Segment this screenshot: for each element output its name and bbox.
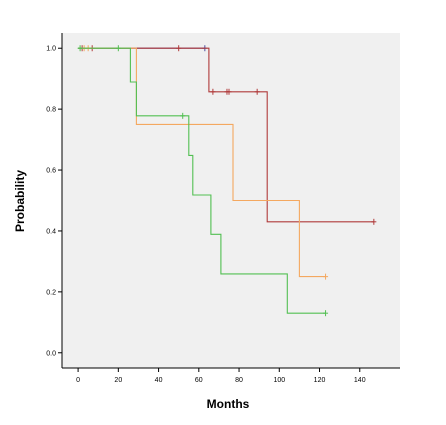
- censor-mark: [323, 273, 329, 280]
- censor-mark: [254, 88, 260, 95]
- censor-mark: [115, 45, 121, 52]
- x-tick-label: 0: [76, 377, 80, 384]
- x-tick-label: 100: [273, 377, 285, 384]
- y-tick-label: 0.0: [46, 350, 56, 357]
- y-tick-label: 0.4: [46, 228, 56, 235]
- censor-mark: [371, 218, 377, 225]
- x-tick-label: 80: [235, 377, 243, 384]
- x-tick-label: 20: [114, 377, 122, 384]
- survival-curves: [77, 45, 377, 317]
- plot-area: [62, 33, 400, 368]
- x-axis-ticks: 0 20 40 60 80 100 120 140: [76, 368, 366, 384]
- y-tick-label: 0.2: [46, 289, 56, 296]
- y-axis-title: Probability: [13, 170, 27, 232]
- x-tick-label: 120: [314, 377, 326, 384]
- x-tick-label: 40: [155, 377, 163, 384]
- censor-mark: [176, 45, 182, 52]
- series-line: [78, 47, 326, 314]
- y-axis-ticks: 0.0 0.2 0.4 0.6 0.8 1.0: [46, 46, 62, 357]
- x-tick-label: 140: [354, 377, 366, 384]
- x-axis-title: Months: [207, 397, 250, 411]
- censor-mark: [226, 88, 232, 95]
- x-tick-label: 60: [195, 377, 203, 384]
- series-line: [78, 47, 326, 278]
- series-4: [77, 45, 329, 317]
- censor-mark: [210, 88, 216, 95]
- censor-mark: [180, 112, 186, 119]
- series-line: [78, 47, 374, 223]
- y-tick-label: 0.8: [46, 107, 56, 114]
- y-tick-label: 0.6: [46, 168, 56, 175]
- y-tick-label: 1.0: [46, 46, 56, 53]
- censor-mark: [77, 45, 83, 52]
- censor-mark: [323, 310, 329, 317]
